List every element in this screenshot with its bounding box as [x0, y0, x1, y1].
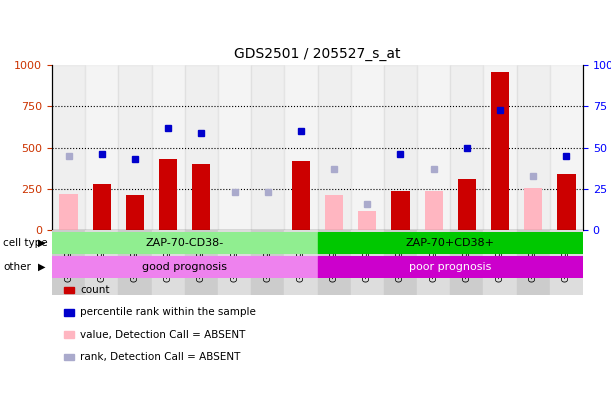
Bar	[550, 65, 583, 230]
Bar	[417, 230, 450, 295]
Bar	[218, 65, 251, 230]
Bar	[491, 72, 509, 230]
Text: ZAP-70+CD38+: ZAP-70+CD38+	[406, 238, 495, 248]
Bar	[318, 230, 351, 295]
Text: count: count	[80, 285, 109, 295]
Text: ZAP-70-CD38-: ZAP-70-CD38-	[145, 238, 224, 248]
Text: GSM99353: GSM99353	[529, 233, 538, 283]
Bar	[126, 194, 144, 230]
Bar	[251, 230, 284, 295]
Title: GDS2501 / 205527_s_at: GDS2501 / 205527_s_at	[234, 47, 401, 61]
Bar	[384, 230, 417, 295]
Bar	[524, 188, 543, 230]
Text: rank, Detection Call = ABSENT: rank, Detection Call = ABSENT	[80, 352, 241, 362]
Text: GSM99352: GSM99352	[496, 233, 505, 282]
Bar	[450, 65, 483, 230]
Bar	[85, 65, 119, 230]
Bar	[284, 65, 318, 230]
Bar	[557, 174, 576, 230]
Bar	[425, 191, 443, 230]
Bar	[450, 230, 483, 295]
Bar	[152, 230, 185, 295]
Bar	[251, 65, 284, 230]
Bar	[483, 65, 517, 230]
Bar	[351, 65, 384, 230]
Bar	[458, 179, 476, 230]
Bar	[52, 65, 85, 230]
Bar	[85, 230, 119, 295]
Bar	[417, 65, 450, 230]
Bar	[318, 256, 583, 278]
Text: other: other	[3, 262, 31, 272]
Text: GSM99342: GSM99342	[164, 233, 173, 282]
Bar	[384, 65, 417, 230]
Bar	[517, 230, 550, 295]
Bar	[391, 191, 409, 230]
Bar	[483, 230, 517, 295]
Text: GSM99354: GSM99354	[562, 233, 571, 282]
Text: GSM99346: GSM99346	[296, 233, 306, 282]
Text: GSM99347: GSM99347	[329, 233, 338, 282]
Bar	[159, 159, 177, 230]
Text: GSM99350: GSM99350	[429, 233, 438, 283]
Bar	[119, 230, 152, 295]
Bar	[517, 65, 550, 230]
Bar	[93, 184, 111, 230]
Bar	[185, 230, 218, 295]
Text: percentile rank within the sample: percentile rank within the sample	[80, 307, 256, 318]
Bar	[358, 211, 376, 230]
Bar	[192, 164, 210, 230]
Text: GSM99343: GSM99343	[197, 233, 206, 282]
Text: cell type: cell type	[3, 238, 48, 248]
Text: good prognosis: good prognosis	[142, 262, 227, 272]
Text: GSM99351: GSM99351	[463, 233, 471, 283]
Text: GSM99339: GSM99339	[64, 233, 73, 283]
Bar	[119, 65, 152, 230]
Text: poor prognosis: poor prognosis	[409, 262, 491, 272]
Text: ▶: ▶	[38, 262, 46, 272]
Text: GSM99345: GSM99345	[263, 233, 273, 282]
Bar	[52, 256, 318, 278]
Bar	[185, 65, 218, 230]
Bar	[284, 230, 318, 295]
Text: value, Detection Call = ABSENT: value, Detection Call = ABSENT	[80, 330, 246, 340]
Bar	[52, 232, 318, 254]
Bar	[52, 230, 85, 295]
Bar	[152, 65, 185, 230]
Bar	[318, 232, 583, 254]
Text: GSM99341: GSM99341	[131, 233, 139, 282]
Bar	[550, 230, 583, 295]
Text: GSM99344: GSM99344	[230, 233, 239, 282]
Bar	[318, 65, 351, 230]
Bar	[351, 230, 384, 295]
Bar	[59, 194, 78, 230]
Bar	[218, 230, 251, 295]
Text: GSM99348: GSM99348	[363, 233, 371, 282]
Text: GSM99340: GSM99340	[97, 233, 106, 282]
Bar	[292, 161, 310, 230]
Bar	[325, 194, 343, 230]
Text: ▶: ▶	[38, 238, 46, 248]
Text: GSM99349: GSM99349	[396, 233, 405, 282]
